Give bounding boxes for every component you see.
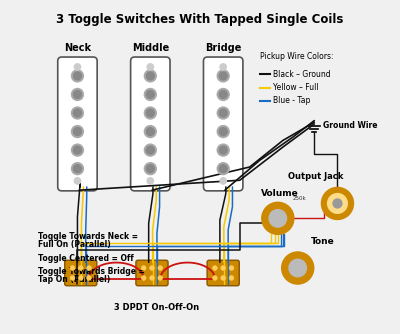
Circle shape xyxy=(78,266,83,270)
Circle shape xyxy=(70,266,75,270)
Text: Yellow – Full: Yellow – Full xyxy=(273,83,318,92)
Circle shape xyxy=(72,89,84,101)
Circle shape xyxy=(212,266,217,270)
Circle shape xyxy=(144,144,156,156)
FancyBboxPatch shape xyxy=(207,260,239,286)
Circle shape xyxy=(141,266,146,270)
Text: Volume: Volume xyxy=(261,189,299,198)
Circle shape xyxy=(144,126,156,138)
Circle shape xyxy=(212,276,217,280)
Circle shape xyxy=(217,144,229,156)
Circle shape xyxy=(147,64,154,70)
Circle shape xyxy=(87,276,91,280)
Text: Middle: Middle xyxy=(132,43,169,53)
Circle shape xyxy=(72,163,84,175)
Circle shape xyxy=(146,109,154,117)
Text: 3 Toggle Switches With Tapped Single Coils: 3 Toggle Switches With Tapped Single Coi… xyxy=(56,13,344,26)
FancyBboxPatch shape xyxy=(131,57,170,191)
Text: 250k: 250k xyxy=(292,196,306,201)
Circle shape xyxy=(146,146,154,154)
Text: Toggle Centered = Off: Toggle Centered = Off xyxy=(38,254,134,263)
Circle shape xyxy=(74,64,81,70)
Circle shape xyxy=(219,72,227,80)
Text: Output Jack: Output Jack xyxy=(288,172,344,181)
Circle shape xyxy=(144,70,156,82)
Circle shape xyxy=(72,144,84,156)
Text: Ground Wire: Ground Wire xyxy=(322,121,377,130)
Circle shape xyxy=(146,91,154,99)
Circle shape xyxy=(72,107,84,119)
Circle shape xyxy=(219,91,227,99)
Circle shape xyxy=(158,276,162,280)
Circle shape xyxy=(262,202,294,234)
Circle shape xyxy=(72,126,84,138)
Text: Toggle Towards Bridge =: Toggle Towards Bridge = xyxy=(38,267,144,276)
Circle shape xyxy=(74,72,82,80)
Circle shape xyxy=(144,89,156,101)
Circle shape xyxy=(141,276,146,280)
Circle shape xyxy=(322,187,353,219)
Text: Blue - Tap: Blue - Tap xyxy=(273,96,310,105)
Circle shape xyxy=(289,259,306,277)
Text: Pickup Wire Colors:: Pickup Wire Colors: xyxy=(260,52,333,61)
Circle shape xyxy=(78,276,83,280)
Circle shape xyxy=(158,266,162,270)
Text: Full On (Parallel): Full On (Parallel) xyxy=(38,240,110,249)
Circle shape xyxy=(220,178,226,184)
Circle shape xyxy=(219,109,227,117)
Circle shape xyxy=(70,276,75,280)
Circle shape xyxy=(74,91,82,99)
Circle shape xyxy=(217,126,229,138)
Text: Tip: Tip xyxy=(340,205,354,214)
Text: Ring: Ring xyxy=(334,195,354,204)
Circle shape xyxy=(219,165,227,173)
Circle shape xyxy=(229,266,234,270)
Circle shape xyxy=(217,107,229,119)
Circle shape xyxy=(220,64,226,70)
Circle shape xyxy=(144,163,156,175)
FancyBboxPatch shape xyxy=(58,57,97,191)
Circle shape xyxy=(74,109,82,117)
Circle shape xyxy=(217,70,229,82)
FancyBboxPatch shape xyxy=(136,260,168,286)
Circle shape xyxy=(229,276,234,280)
Circle shape xyxy=(150,266,154,270)
Circle shape xyxy=(74,146,82,154)
Circle shape xyxy=(219,128,227,136)
FancyBboxPatch shape xyxy=(204,57,243,191)
Circle shape xyxy=(217,163,229,175)
Circle shape xyxy=(74,178,81,184)
Circle shape xyxy=(74,165,82,173)
Circle shape xyxy=(147,178,154,184)
Text: Bridge: Bridge xyxy=(205,43,241,53)
Circle shape xyxy=(269,210,286,227)
Circle shape xyxy=(217,89,229,101)
Circle shape xyxy=(74,128,82,136)
Circle shape xyxy=(146,72,154,80)
Circle shape xyxy=(146,128,154,136)
Text: Tone: Tone xyxy=(311,237,334,246)
Text: Black – Ground: Black – Ground xyxy=(273,70,330,79)
Text: Neck: Neck xyxy=(64,43,91,53)
FancyBboxPatch shape xyxy=(65,260,97,286)
Circle shape xyxy=(328,194,347,213)
Circle shape xyxy=(333,199,342,208)
Text: Tap On (Parallel): Tap On (Parallel) xyxy=(38,275,110,284)
Circle shape xyxy=(150,276,154,280)
Circle shape xyxy=(72,70,84,82)
Circle shape xyxy=(221,266,226,270)
Circle shape xyxy=(146,165,154,173)
Text: 3 DPDT On-Off-On: 3 DPDT On-Off-On xyxy=(114,303,200,312)
Circle shape xyxy=(219,146,227,154)
Circle shape xyxy=(87,266,91,270)
Circle shape xyxy=(282,252,314,284)
Circle shape xyxy=(221,276,226,280)
Text: Toggle Towards Neck =: Toggle Towards Neck = xyxy=(38,232,138,241)
Circle shape xyxy=(144,107,156,119)
